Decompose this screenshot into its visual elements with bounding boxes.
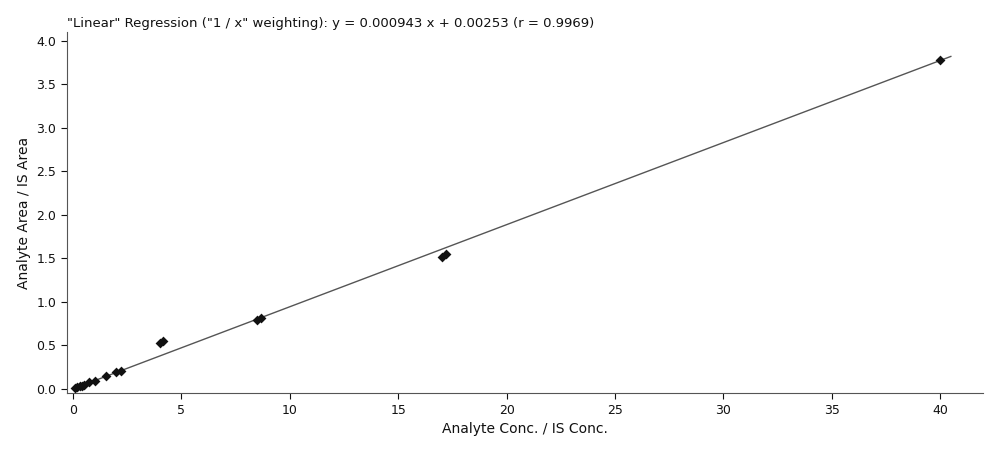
Point: [74, 382, 90, 389]
Point: [438, 250, 454, 257]
Point: [249, 316, 265, 323]
Point: [113, 367, 129, 374]
Point: [253, 314, 269, 321]
Point: [98, 373, 114, 380]
Y-axis label: Analyte Area / IS Area: Analyte Area / IS Area: [17, 137, 31, 289]
Point: [69, 384, 85, 391]
Point: [76, 381, 92, 388]
Point: [72, 383, 88, 390]
Point: [155, 337, 171, 344]
Point: [67, 385, 83, 392]
Point: [108, 369, 124, 376]
Point: [87, 377, 103, 384]
Text: "Linear" Regression ("1 / x" weighting): y = 0.000943 x + 0.00253 (r = 0.9969): "Linear" Regression ("1 / x" weighting):…: [67, 17, 594, 29]
Point: [932, 57, 948, 64]
X-axis label: Analyte Conc. / IS Conc.: Analyte Conc. / IS Conc.: [442, 422, 608, 436]
Point: [434, 253, 450, 260]
Point: [152, 339, 168, 347]
Point: [81, 379, 97, 386]
